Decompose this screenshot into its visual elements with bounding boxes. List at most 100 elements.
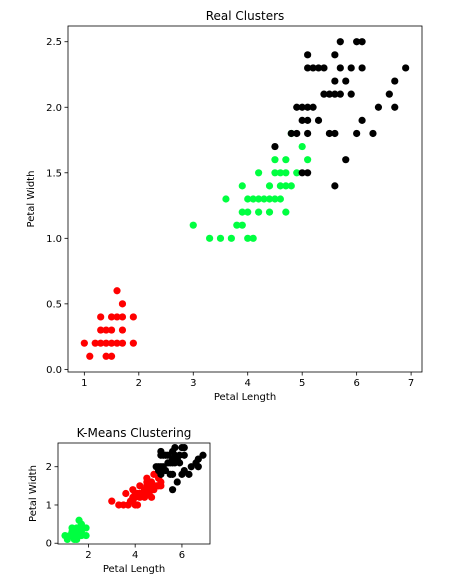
data-point xyxy=(304,116,312,124)
data-point xyxy=(180,443,188,452)
data-point xyxy=(293,129,301,138)
data-point xyxy=(271,195,279,203)
data-point xyxy=(113,339,121,347)
data-point xyxy=(276,182,284,190)
data-point xyxy=(314,64,323,72)
data-point xyxy=(118,326,127,334)
data-point xyxy=(304,156,312,164)
data-point xyxy=(304,64,312,72)
data-point xyxy=(222,195,230,203)
x-tick-label: 7 xyxy=(408,378,414,389)
x-axis-label: Petal Length xyxy=(214,392,276,403)
data-point xyxy=(113,287,121,295)
data-point xyxy=(369,129,377,138)
data-point xyxy=(320,90,328,98)
data-point xyxy=(402,64,410,72)
data-point xyxy=(91,339,99,347)
data-point xyxy=(271,142,279,151)
data-point xyxy=(86,352,94,360)
data-point xyxy=(265,195,274,203)
data-point xyxy=(107,313,116,321)
data-point xyxy=(244,208,252,216)
data-point xyxy=(113,313,121,321)
data-point xyxy=(107,352,116,360)
data-point xyxy=(157,478,165,486)
x-tick-label: 4 xyxy=(245,378,251,389)
data-point xyxy=(238,182,246,190)
data-point xyxy=(298,169,306,177)
data-point xyxy=(276,195,284,203)
data-point xyxy=(304,169,312,177)
data-point xyxy=(265,208,274,216)
chart-title: K-Means Clustering xyxy=(77,426,192,440)
data-point xyxy=(325,129,334,138)
data-point xyxy=(265,182,274,190)
data-point xyxy=(249,234,257,242)
data-point xyxy=(342,156,350,164)
real-clusters-chart: 1 2 3 4 5 6 7 0.0 0.5 1.0 1.5 2.0 2.5 Real Clusters Pe… xyxy=(26,9,423,403)
data-point xyxy=(320,64,328,72)
data-point xyxy=(176,459,184,467)
data-point xyxy=(391,77,399,85)
data-point xyxy=(227,234,235,242)
y-axis-label: Petal Width xyxy=(28,465,39,522)
data-point xyxy=(97,313,105,321)
data-point xyxy=(391,103,399,111)
y-tick-label: 1.5 xyxy=(46,168,62,179)
data-point xyxy=(331,182,339,190)
data-point xyxy=(171,443,179,452)
data-point xyxy=(347,90,355,98)
data-point xyxy=(102,326,110,334)
data-point xyxy=(374,103,383,111)
data-point xyxy=(347,64,355,72)
data-point xyxy=(97,326,105,334)
data-point xyxy=(147,493,156,501)
data-point xyxy=(358,116,366,124)
chart-title: Real Clusters xyxy=(206,9,285,23)
y-tick-label: 2.5 xyxy=(46,37,62,48)
y-tick-label: 0 xyxy=(46,539,52,550)
x-tick-label: 4 xyxy=(132,550,138,561)
data-point xyxy=(233,221,241,229)
x-axis-label: Petal Length xyxy=(103,564,165,575)
y-tick-label: 0.0 xyxy=(46,365,62,376)
data-point xyxy=(216,234,225,242)
data-point xyxy=(107,326,116,334)
data-point xyxy=(244,195,252,203)
data-point xyxy=(244,234,252,242)
data-point xyxy=(293,103,301,111)
data-point xyxy=(97,339,105,347)
data-point xyxy=(249,195,257,203)
data-point xyxy=(118,339,127,347)
data-point xyxy=(255,169,263,177)
data-point xyxy=(180,451,188,459)
y-tick-label: 1.0 xyxy=(46,234,62,245)
plot-frame xyxy=(67,25,423,373)
x-tick-label: 3 xyxy=(190,378,196,389)
data-point xyxy=(331,51,339,59)
data-point xyxy=(336,64,344,72)
data-point xyxy=(238,221,246,229)
x-tick-label: 5 xyxy=(299,378,305,389)
data-point xyxy=(298,103,306,111)
x-tick-label: 2 xyxy=(136,378,142,389)
data-point xyxy=(309,103,317,111)
data-point xyxy=(353,129,361,138)
y-tick-label: 1 xyxy=(46,500,52,511)
data-point xyxy=(194,463,202,471)
data-point xyxy=(282,169,290,177)
data-point xyxy=(255,208,263,216)
data-point xyxy=(287,182,295,190)
data-point xyxy=(331,90,339,98)
y-tick-label: 2.0 xyxy=(46,103,62,114)
data-point xyxy=(282,182,290,190)
data-point xyxy=(255,195,263,203)
data-point xyxy=(102,339,110,347)
data-point xyxy=(199,451,207,459)
data-point xyxy=(336,90,344,98)
data-point xyxy=(282,156,290,164)
data-point xyxy=(238,208,246,216)
data-point xyxy=(260,195,268,203)
data-point xyxy=(102,352,110,360)
